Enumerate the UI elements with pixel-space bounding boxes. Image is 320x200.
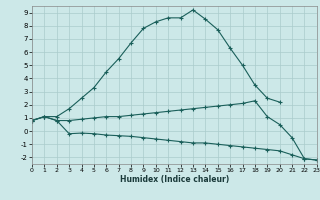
X-axis label: Humidex (Indice chaleur): Humidex (Indice chaleur) xyxy=(120,175,229,184)
